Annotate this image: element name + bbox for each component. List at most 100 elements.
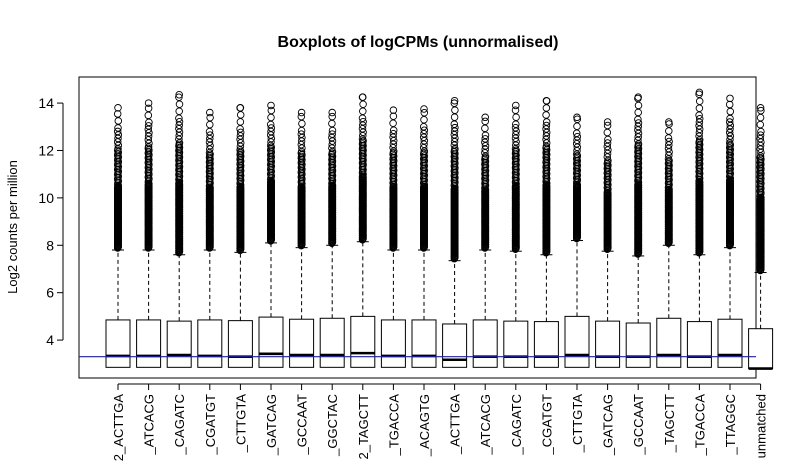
outlier-point bbox=[236, 111, 245, 119]
outlier-point bbox=[756, 131, 765, 139]
outlier-point-max bbox=[267, 101, 275, 110]
outlier-point-max bbox=[114, 104, 122, 112]
outlier-point bbox=[725, 118, 734, 126]
box-4 bbox=[197, 108, 223, 368]
box-iqr bbox=[564, 315, 590, 368]
outlier-point bbox=[542, 111, 550, 119]
box-5 bbox=[227, 104, 253, 368]
outlier-point bbox=[511, 106, 520, 114]
outlier-point bbox=[450, 113, 459, 121]
box-iqr bbox=[533, 321, 559, 368]
outlier-point bbox=[236, 118, 245, 126]
outlier-point-max bbox=[695, 88, 704, 97]
outlier-point bbox=[236, 128, 245, 137]
box-iqr bbox=[411, 319, 437, 368]
outlier-point bbox=[267, 113, 275, 122]
box-iqr bbox=[350, 315, 376, 368]
box-1 bbox=[105, 104, 131, 368]
outlier-point bbox=[756, 113, 765, 122]
outlier-point-max bbox=[206, 108, 214, 117]
outlier-point bbox=[297, 130, 306, 138]
outlier-point bbox=[695, 115, 704, 123]
y-tick-label: 8 bbox=[46, 237, 54, 253]
outlier-point bbox=[603, 139, 612, 147]
outlier-point bbox=[113, 127, 122, 136]
outlier-point bbox=[542, 104, 551, 112]
outlier-point bbox=[420, 108, 429, 117]
outlier-point bbox=[175, 100, 184, 109]
box-3 bbox=[166, 91, 192, 368]
x-tick-label: _ATCACG bbox=[142, 394, 157, 455]
outlier-point bbox=[114, 117, 123, 125]
box-iqr bbox=[717, 318, 743, 368]
box-iqr bbox=[503, 320, 529, 368]
outlier-point bbox=[420, 115, 428, 124]
box-iqr bbox=[319, 317, 345, 368]
outlier-point bbox=[206, 113, 214, 122]
x-tick-label: _CTTGTA bbox=[570, 394, 585, 454]
outlier-point-max bbox=[236, 104, 245, 112]
x-tick-label: _CAGATC bbox=[172, 394, 187, 455]
box-18 bbox=[625, 93, 651, 368]
outlier-point bbox=[328, 130, 336, 138]
box-iqr bbox=[380, 319, 406, 368]
outlier-point-max bbox=[420, 105, 428, 113]
box-17 bbox=[595, 118, 621, 368]
box-iqr bbox=[166, 320, 192, 368]
y-tick-label: 14 bbox=[38, 95, 54, 111]
outlier-point bbox=[175, 107, 183, 116]
outlier-point-max bbox=[389, 106, 398, 114]
outlier-point bbox=[665, 127, 673, 135]
outlier-point bbox=[328, 119, 336, 128]
outlier-point bbox=[481, 135, 489, 143]
box-19 bbox=[656, 118, 682, 368]
x-tick-label: _ACTTGA bbox=[448, 394, 463, 455]
box-iqr bbox=[227, 320, 253, 368]
outlier-point bbox=[757, 106, 765, 115]
outlier-point-max bbox=[328, 108, 336, 117]
x-tick-label: unmatched bbox=[754, 394, 769, 458]
outlier-point bbox=[297, 112, 306, 121]
outlier-point bbox=[359, 100, 367, 108]
y-axis-label: Log2 counts per million bbox=[5, 160, 20, 294]
box-22 bbox=[748, 104, 774, 370]
outlier-point bbox=[665, 137, 673, 146]
y-tick-label: 10 bbox=[38, 190, 54, 206]
x-tick-label: _CAGATC bbox=[509, 394, 524, 455]
outlier-point bbox=[144, 111, 153, 120]
outlier-point bbox=[450, 99, 459, 107]
outlier-point bbox=[267, 124, 276, 132]
outlier-point-max bbox=[726, 94, 734, 103]
outlier-point-max bbox=[665, 118, 673, 126]
outlier-point bbox=[573, 132, 582, 141]
outlier-point bbox=[359, 107, 367, 115]
outlier-point bbox=[328, 112, 336, 121]
outlier-point bbox=[389, 119, 397, 127]
box-iqr bbox=[656, 317, 682, 368]
y-tick-label: 12 bbox=[38, 142, 54, 158]
y-tick-label: 4 bbox=[46, 332, 54, 348]
x-tick-label: _GATCAG bbox=[601, 394, 616, 456]
outlier-point bbox=[511, 123, 520, 132]
outlier-point bbox=[389, 112, 398, 120]
x-tick-label: _CTTGTA bbox=[233, 394, 248, 454]
box-iqr bbox=[289, 318, 315, 368]
outlier-point bbox=[359, 117, 367, 126]
box-iqr bbox=[197, 319, 223, 368]
outlier-point bbox=[695, 97, 704, 106]
outlier-point bbox=[604, 189, 612, 197]
outlier-point-max bbox=[359, 93, 367, 101]
box-11 bbox=[411, 105, 437, 368]
outlier-point bbox=[481, 117, 489, 126]
outlier-point bbox=[725, 100, 734, 109]
box-iqr bbox=[686, 321, 712, 368]
x-tick-label: _CGATGT bbox=[539, 394, 554, 455]
x-tick-label: _TAGCTT bbox=[662, 394, 677, 453]
x-tick-label: _GCCAAT bbox=[631, 394, 646, 455]
outlier-point bbox=[634, 101, 643, 110]
outlier-point bbox=[603, 128, 612, 137]
outlier-point bbox=[451, 106, 459, 114]
box-13 bbox=[472, 113, 498, 368]
x-tick-label: 2_TAGCTT bbox=[356, 394, 371, 460]
